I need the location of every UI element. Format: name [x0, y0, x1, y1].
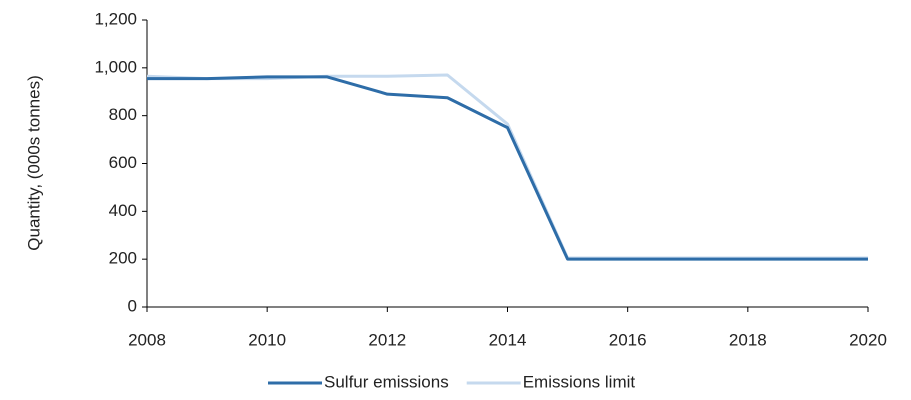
- x-tick-label: 2012: [368, 330, 406, 349]
- y-tick-label: 800: [109, 105, 137, 124]
- x-tick-label: 2020: [849, 330, 887, 349]
- y-tick-label: 200: [109, 249, 137, 268]
- x-tick-label: 2014: [489, 330, 527, 349]
- y-tick-label: 1,000: [94, 57, 137, 76]
- y-tick-label: 1,200: [94, 9, 137, 28]
- legend-label: Sulfur emissions: [324, 372, 449, 391]
- series-line: [147, 75, 868, 261]
- series-line: [146, 73, 868, 260]
- y-tick-label: 400: [109, 201, 137, 220]
- y-tick-label: 0: [128, 296, 137, 315]
- y-axis-label: Quantity, (000s tonnes): [24, 75, 43, 250]
- x-tick-label: 2010: [248, 330, 286, 349]
- legend-label: Emissions limit: [523, 372, 636, 391]
- y-tick-label: 600: [109, 153, 137, 172]
- x-tick-label: 2016: [609, 330, 647, 349]
- x-tick-label: 2008: [128, 330, 166, 349]
- x-tick-label: 2018: [729, 330, 767, 349]
